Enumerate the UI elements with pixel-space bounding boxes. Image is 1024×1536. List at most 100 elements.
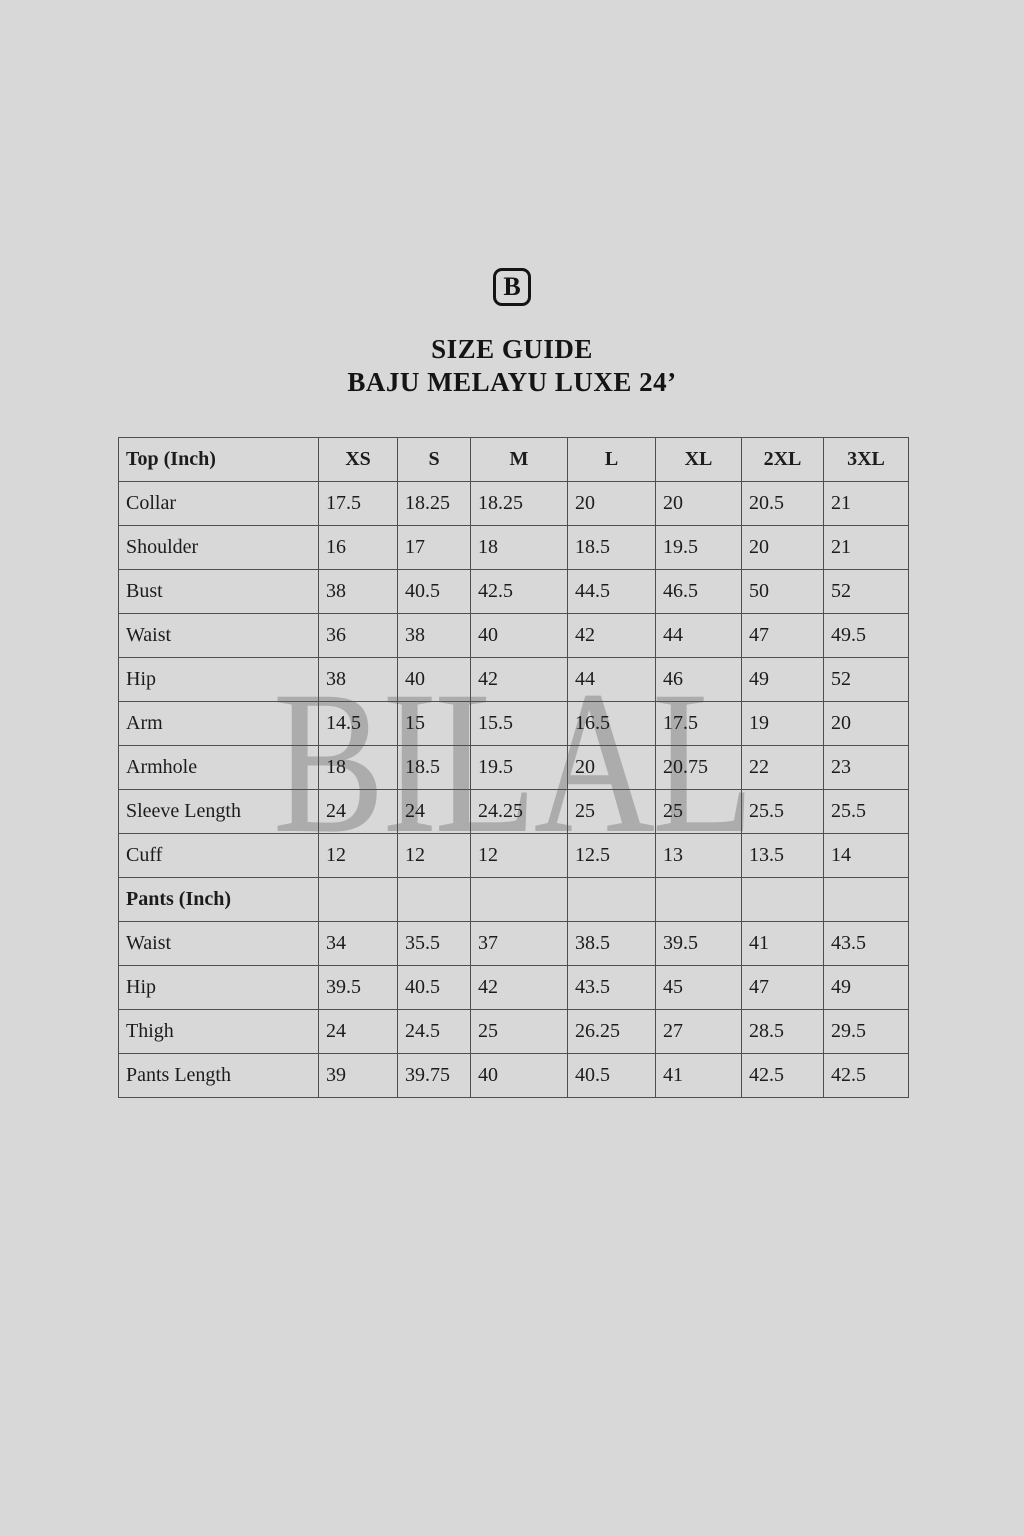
row-label: Waist	[118, 921, 319, 966]
table-cell: 27	[655, 1009, 742, 1054]
table-section-row: Pants (Inch)	[118, 877, 909, 922]
table-row: Thigh 24 24.5 25 26.25 27 28.5 29.5	[118, 1009, 909, 1054]
row-label: Armhole	[118, 745, 319, 790]
row-label: Sleeve Length	[118, 789, 319, 834]
table-cell: 24	[397, 789, 471, 834]
column-header-size: L	[567, 437, 656, 482]
table-cell: 25	[567, 789, 656, 834]
table-cell: 23	[823, 745, 909, 790]
brand-logo-letter: B	[503, 272, 521, 301]
table-cell: 40.5	[397, 569, 471, 614]
table-cell: 18.5	[397, 745, 471, 790]
table-cell	[318, 877, 398, 922]
table-cell: 49	[823, 965, 909, 1010]
table-cell: 20.75	[655, 745, 742, 790]
table-header-row: Top (Inch) XS S M L XL 2XL 3XL	[118, 437, 909, 482]
row-label: Hip	[118, 657, 319, 702]
table-cell: 21	[823, 481, 909, 526]
page-subtitle: BAJU MELAYU LUXE 24’	[347, 367, 677, 397]
table-cell: 19.5	[655, 525, 742, 570]
table-cell: 47	[741, 613, 824, 658]
column-header-size: XL	[655, 437, 742, 482]
row-label: Pants (Inch)	[118, 877, 319, 922]
table-cell: 40	[470, 613, 568, 658]
table-cell: 16	[318, 525, 398, 570]
table-cell	[567, 877, 656, 922]
table-cell: 40.5	[397, 965, 471, 1010]
table-row: Pants Length 39 39.75 40 40.5 41 42.5 42.5	[118, 1053, 909, 1098]
table-cell: 52	[823, 569, 909, 614]
table-cell	[823, 877, 909, 922]
table-cell: 42	[470, 965, 568, 1010]
table-cell: 42	[470, 657, 568, 702]
row-label: Pants Length	[118, 1053, 319, 1098]
table-cell: 24.25	[470, 789, 568, 834]
table-cell: 20	[567, 481, 656, 526]
page-title: SIZE GUIDE	[431, 334, 593, 364]
table-cell: 20	[655, 481, 742, 526]
table-cell: 24.5	[397, 1009, 471, 1054]
table-cell	[741, 877, 824, 922]
table-cell: 38	[318, 657, 398, 702]
row-label: Collar	[118, 481, 319, 526]
table-cell: 13.5	[741, 833, 824, 878]
table-cell: 28.5	[741, 1009, 824, 1054]
table-row: Sleeve Length 24 24 24.25 25 25 25.5 25.5	[118, 789, 909, 834]
table-cell: 47	[741, 965, 824, 1010]
table-cell	[397, 877, 471, 922]
table-cell: 18	[318, 745, 398, 790]
table-cell: 39.5	[655, 921, 742, 966]
table-cell: 18.25	[470, 481, 568, 526]
table-cell: 17.5	[318, 481, 398, 526]
table-cell: 44	[655, 613, 742, 658]
table-cell: 29.5	[823, 1009, 909, 1054]
table-cell: 12.5	[567, 833, 656, 878]
table-cell: 15	[397, 701, 471, 746]
row-label: Cuff	[118, 833, 319, 878]
table-row: Hip 38 40 42 44 46 49 52	[118, 657, 909, 702]
brand-logo: B	[493, 268, 531, 306]
table-row: Bust 38 40.5 42.5 44.5 46.5 50 52	[118, 569, 909, 614]
column-header-size: 2XL	[741, 437, 824, 482]
table-cell: 44.5	[567, 569, 656, 614]
table-cell: 49.5	[823, 613, 909, 658]
table-cell: 41	[655, 1053, 742, 1098]
column-header-size: 3XL	[823, 437, 909, 482]
table-cell: 36	[318, 613, 398, 658]
table-cell: 22	[741, 745, 824, 790]
table-cell: 34	[318, 921, 398, 966]
table-cell: 12	[318, 833, 398, 878]
table-cell: 14.5	[318, 701, 398, 746]
column-header-size: XS	[318, 437, 398, 482]
row-label: Hip	[118, 965, 319, 1010]
table-row: Waist 36 38 40 42 44 47 49.5	[118, 613, 909, 658]
size-table: Top (Inch) XS S M L XL 2XL 3XL Collar 17.5 18.25 18…	[118, 437, 909, 1098]
table-cell: 20	[741, 525, 824, 570]
table-row: Waist 34 35.5 37 38.5 39.5 41 43.5	[118, 921, 909, 966]
table-cell: 38	[318, 569, 398, 614]
table-cell: 25	[655, 789, 742, 834]
table-cell: 42.5	[823, 1053, 909, 1098]
row-label: Thigh	[118, 1009, 319, 1054]
size-table-body: Top (Inch) XS S M L XL 2XL 3XL Collar 17.5 18.25 18…	[118, 437, 909, 1098]
table-cell: 40	[397, 657, 471, 702]
table-cell: 20.5	[741, 481, 824, 526]
table-cell: 46	[655, 657, 742, 702]
table-cell: 12	[397, 833, 471, 878]
table-row: Collar 17.5 18.25 18.25 20 20 20.5 21	[118, 481, 909, 526]
table-cell: 43.5	[823, 921, 909, 966]
table-cell: 25.5	[823, 789, 909, 834]
table-cell: 18.25	[397, 481, 471, 526]
table-cell: 43.5	[567, 965, 656, 1010]
column-header-size: M	[470, 437, 568, 482]
table-cell: 19	[741, 701, 824, 746]
table-row: Arm 14.5 15 15.5 16.5 17.5 19 20	[118, 701, 909, 746]
table-cell: 39.75	[397, 1053, 471, 1098]
table-cell: 20	[823, 701, 909, 746]
table-cell: 25	[470, 1009, 568, 1054]
table-cell: 25.5	[741, 789, 824, 834]
row-label: Bust	[118, 569, 319, 614]
table-cell: 42	[567, 613, 656, 658]
table-cell: 40.5	[567, 1053, 656, 1098]
